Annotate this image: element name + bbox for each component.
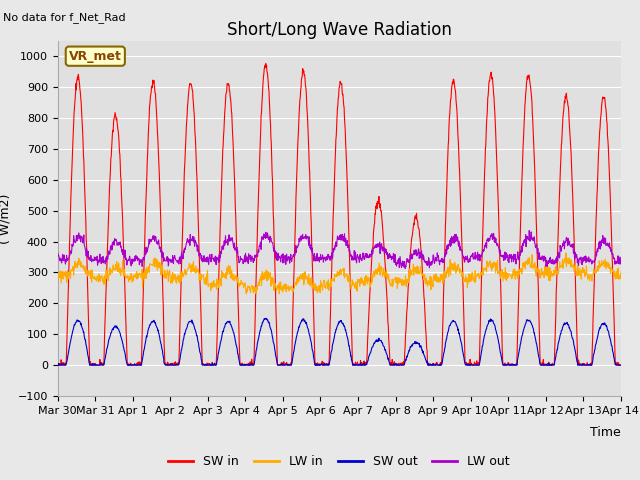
Legend: SW in, LW in, SW out, LW out: SW in, LW in, SW out, LW out (163, 450, 515, 473)
Text: No data for f_Net_Rad: No data for f_Net_Rad (3, 12, 126, 23)
Text: VR_met: VR_met (69, 49, 122, 63)
Y-axis label: ( W/m2): ( W/m2) (0, 193, 12, 243)
Title: Short/Long Wave Radiation: Short/Long Wave Radiation (227, 21, 452, 39)
X-axis label: Time: Time (590, 426, 621, 439)
